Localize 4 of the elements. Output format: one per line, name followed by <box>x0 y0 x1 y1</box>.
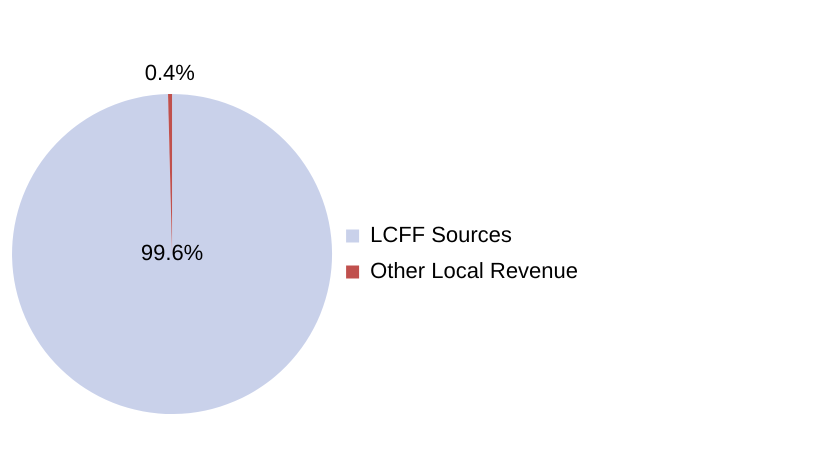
data-label: 99.6% <box>140 240 204 266</box>
data-label: 0.4% <box>144 60 195 86</box>
legend-label: LCFF Sources <box>370 222 512 248</box>
legend-label: Other Local Revenue <box>370 258 578 284</box>
